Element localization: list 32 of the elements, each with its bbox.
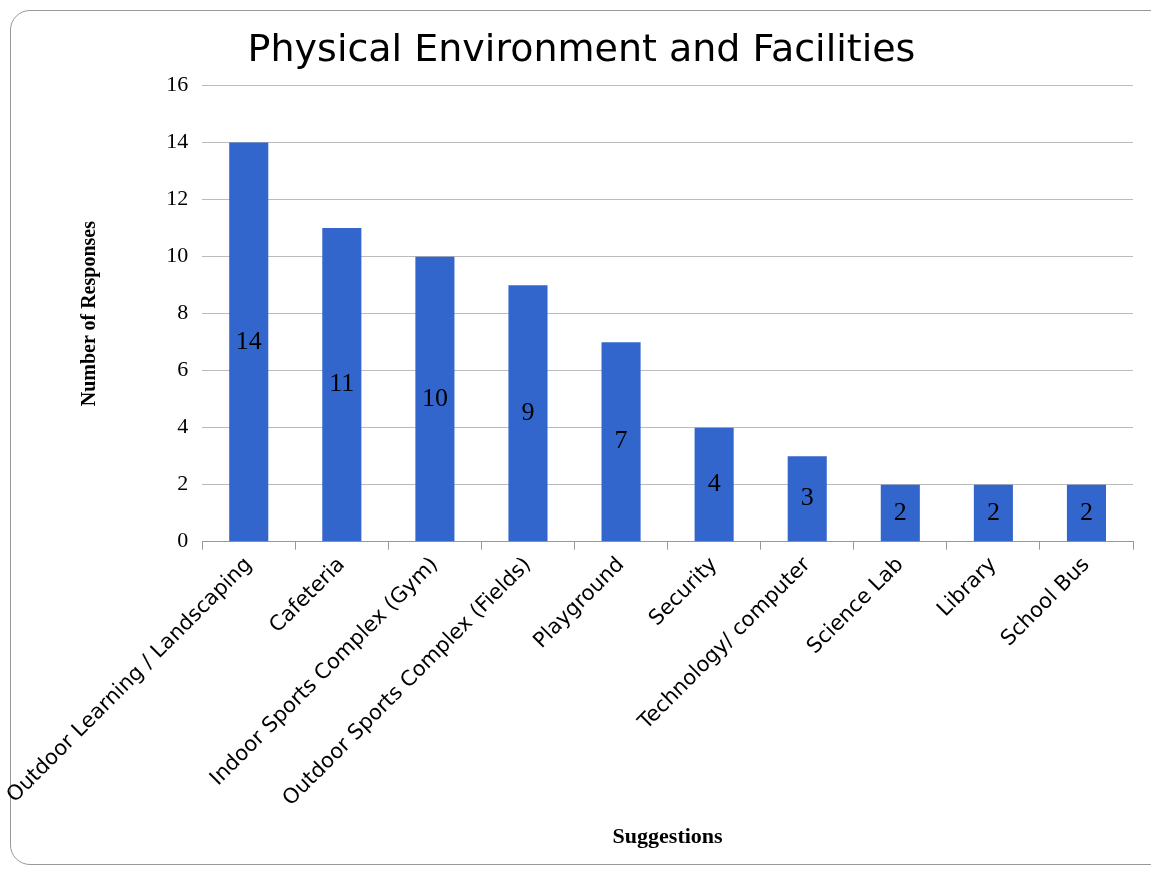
- data-label: 11: [329, 368, 355, 398]
- y-axis-title: Number of Responses: [77, 220, 101, 407]
- bar: [229, 142, 269, 542]
- data-label: 4: [707, 468, 721, 498]
- bar: [694, 427, 734, 542]
- bar: [787, 456, 827, 542]
- data-label: 9: [521, 396, 535, 426]
- y-tick-label: 14: [166, 128, 189, 154]
- y-tick-label: 2: [177, 470, 189, 496]
- x-axis-title: Suggestions: [612, 823, 724, 849]
- y-tick-label: 16: [166, 71, 189, 97]
- y-tick-label: 4: [177, 413, 189, 439]
- bar: [1066, 484, 1107, 542]
- bar: [973, 484, 1013, 542]
- y-tick-label: 8: [177, 299, 189, 325]
- data-label: 2: [893, 496, 907, 526]
- chart-title: Physical Environment and Facilities: [247, 25, 916, 70]
- data-label: 7: [614, 425, 628, 455]
- data-label: 2: [986, 496, 1000, 526]
- y-tick-label: 0: [177, 527, 189, 553]
- data-label: 14: [235, 325, 262, 355]
- y-tick-label: 6: [177, 356, 189, 382]
- data-label: 10: [421, 382, 448, 412]
- bar: [601, 342, 641, 542]
- bar: [880, 484, 920, 542]
- y-tick-label: 12: [166, 185, 189, 211]
- data-label: 3: [800, 482, 814, 512]
- y-tick-label: 10: [166, 242, 189, 268]
- bar: [508, 285, 548, 542]
- bar: [415, 256, 455, 542]
- bar: [322, 228, 362, 542]
- data-label: 2: [1079, 496, 1093, 526]
